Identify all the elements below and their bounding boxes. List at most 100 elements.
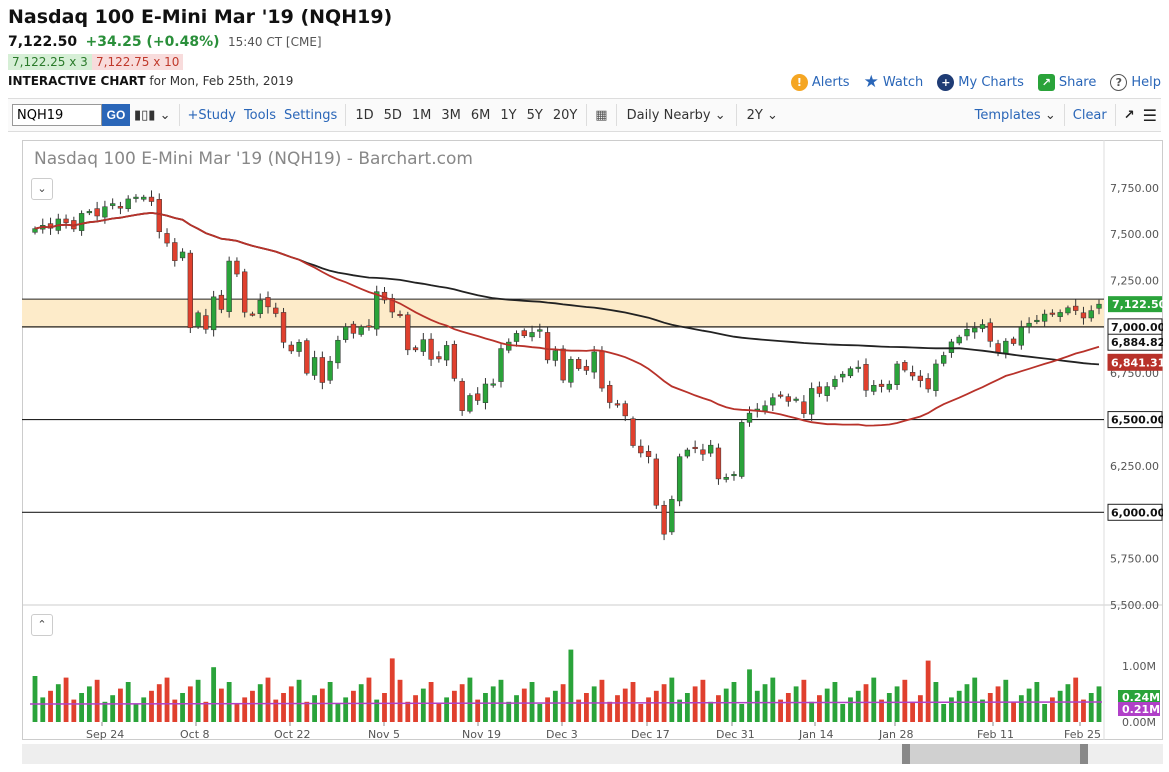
candle-body (583, 366, 590, 371)
chart-date-line: INTERACTIVE CHART for Mon, Feb 25th, 201… (8, 74, 293, 88)
share-link[interactable]: ↗ Share (1037, 72, 1096, 92)
expand-button[interactable]: ↗ (1120, 108, 1139, 123)
watch-link[interactable]: ★ Watch (864, 72, 924, 92)
calendar-button[interactable]: ▦ (591, 108, 611, 123)
volume-bar (490, 686, 496, 722)
volume-bar (1057, 690, 1063, 722)
x-tick-label: Nov 19 (462, 728, 501, 740)
divider (735, 104, 737, 126)
menu-button[interactable]: ☰ (1139, 106, 1161, 125)
settings-button[interactable]: Settings (283, 107, 338, 123)
candle-body (568, 359, 574, 383)
range-label: 2Y (746, 107, 763, 123)
tools-button[interactable]: Tools (243, 107, 276, 123)
volume-bar (226, 682, 232, 722)
candle-body (1065, 307, 1071, 314)
volume-bar (529, 682, 535, 722)
chart-toolbar: GO ▮▯▮ ⌄ +Study Tools Settings 1D 5D 1M 3M 6… (8, 98, 1161, 132)
volume-bar (785, 693, 791, 722)
scrollbar-left-handle[interactable] (902, 744, 910, 764)
candle-body (638, 445, 644, 454)
period-5y[interactable]: 5Y (526, 107, 543, 123)
symbol-input[interactable] (12, 104, 102, 126)
volume-bar (972, 677, 978, 722)
volume-bar (716, 695, 721, 722)
divider (586, 104, 588, 126)
candle-body (1049, 312, 1056, 315)
volume-bar (164, 677, 170, 722)
candle-body (933, 363, 939, 391)
candle-body (273, 307, 279, 314)
volume-bars (32, 649, 1102, 722)
candle-body (1041, 313, 1048, 322)
clear-button[interactable]: Clear (1072, 107, 1107, 123)
watch-label: Watch (882, 74, 924, 90)
volume-bar (250, 690, 255, 722)
candle-body (925, 378, 931, 390)
candle-body (607, 385, 613, 403)
period-1y[interactable]: 1Y (500, 107, 517, 123)
volume-bar (754, 690, 760, 722)
candle-body (715, 447, 722, 480)
chart-scrollbar[interactable] (22, 744, 1163, 764)
period-20y[interactable]: 20Y (552, 107, 578, 123)
divider (1114, 104, 1116, 126)
period-1m[interactable]: 1M (411, 107, 432, 123)
period-6m[interactable]: 6M (470, 107, 491, 123)
volume-bar (420, 688, 426, 722)
candle-body (397, 314, 403, 317)
divider (615, 104, 617, 126)
ma-50-line (34, 211, 1100, 427)
volume-last-box (1118, 690, 1160, 704)
chart-date: for Mon, Feb 25th, 2019 (149, 74, 294, 88)
candle-body (785, 396, 792, 402)
candle-body (141, 196, 147, 200)
candle-body (676, 456, 683, 502)
collapse-price-pane-button[interactable]: ⌄ (31, 178, 53, 200)
scrollbar-thumb[interactable] (902, 744, 1088, 764)
study-button[interactable]: +Study (187, 107, 236, 123)
candle-body (265, 297, 271, 308)
candle-body (374, 291, 380, 330)
candle-body (941, 355, 947, 364)
candle-body (894, 363, 900, 385)
volume-bar (879, 699, 884, 722)
candle-body (513, 333, 520, 342)
candle-body (972, 327, 978, 333)
period-3m[interactable]: 3M (441, 107, 461, 123)
candle-body (210, 296, 217, 331)
candle-body (234, 260, 240, 275)
help-link[interactable]: ? Help (1110, 72, 1161, 92)
y-tick-label: 7,500.00 (1110, 228, 1159, 241)
volume-bar (584, 693, 589, 722)
scrollbar-right-handle[interactable] (1080, 744, 1088, 764)
candle-body (1073, 305, 1079, 311)
chart-type-button[interactable]: ▮▯▮ ⌄ (130, 108, 175, 123)
collapse-volume-pane-button[interactable]: ⌃ (31, 614, 53, 636)
price-chart[interactable]: 7,750.007,500.007,250.007,000.006,750.00… (22, 140, 1163, 740)
volume-bar (467, 677, 473, 722)
candle-body (78, 213, 85, 231)
period-1d[interactable]: 1D (355, 107, 374, 123)
period-5d[interactable]: 5D (383, 107, 402, 123)
alerts-link[interactable]: ! Alerts (790, 72, 850, 92)
candle-body (342, 326, 349, 340)
expand-arrow-icon: ↗ (1123, 107, 1135, 123)
candle-body (179, 251, 186, 259)
volume-bar (747, 669, 752, 722)
volume-bar (684, 693, 690, 722)
candle-body (133, 196, 139, 199)
templates-button[interactable]: Templates ⌄ (971, 108, 1060, 123)
go-button[interactable]: GO (102, 104, 130, 126)
x-tick-label: Jan 28 (878, 728, 913, 740)
range-select[interactable]: 2Y ⌄ (741, 108, 784, 123)
ma-value-box (1107, 353, 1163, 371)
aggregation-select[interactable]: Daily Nearby ⌄ (621, 108, 732, 123)
volume-bar (242, 697, 248, 722)
x-tick-label: Oct 8 (180, 728, 210, 740)
mycharts-link[interactable]: + My Charts (937, 72, 1024, 92)
candle-body (280, 312, 287, 343)
candle-body (420, 339, 426, 352)
candle-body (506, 341, 512, 351)
candle-body (793, 398, 799, 401)
